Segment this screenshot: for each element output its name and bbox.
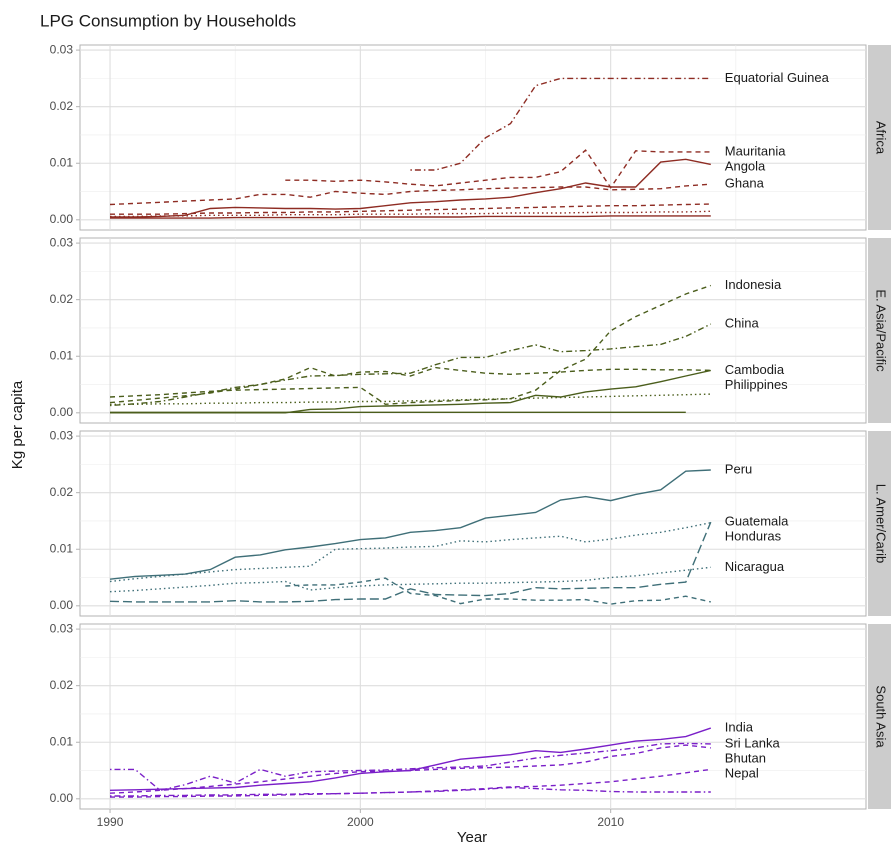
series-line xyxy=(110,158,711,218)
y-axis-label: Kg per capita xyxy=(9,380,26,469)
series-label: Ghana xyxy=(725,176,765,191)
facet-label: South Asia xyxy=(874,685,889,748)
y-tick-label: 0.00 xyxy=(50,791,74,805)
y-tick-label: 0.03 xyxy=(50,42,74,56)
series-line xyxy=(109,284,712,406)
series-label: Sri Lanka xyxy=(725,735,781,750)
series-label: Nepal xyxy=(725,765,759,780)
x-axis-label: Year xyxy=(457,829,487,846)
y-tick-label: 0.02 xyxy=(50,678,74,692)
series-line xyxy=(110,393,711,405)
series-label: Mauritania xyxy=(725,143,786,158)
facet-strip xyxy=(868,624,891,809)
facet-strip xyxy=(868,431,891,616)
series-label: Angola xyxy=(725,158,766,173)
y-tick-label: 0.01 xyxy=(50,734,74,748)
facet-strip xyxy=(868,45,891,230)
series-line xyxy=(110,215,711,219)
y-tick-label: 0.03 xyxy=(50,621,74,635)
series-label: Nicaragua xyxy=(725,559,785,574)
series-label: Honduras xyxy=(725,529,782,544)
series-label: China xyxy=(725,315,760,330)
series-label: Philippines xyxy=(725,377,788,392)
facet-label: L. Amer/Carib xyxy=(874,484,889,563)
x-tick-label: 2010 xyxy=(597,815,624,829)
x-tick-label: 2000 xyxy=(347,815,374,829)
series-line xyxy=(110,786,711,797)
series-line xyxy=(109,469,711,580)
facet-label: E. Asia/Pacific xyxy=(874,289,889,372)
series-line xyxy=(109,366,711,404)
series-line xyxy=(109,183,711,206)
series-label: Bhutan xyxy=(725,750,766,765)
series-line xyxy=(109,744,711,794)
series-line xyxy=(110,768,711,798)
series-label: Indonesia xyxy=(725,277,782,292)
y-tick-label: 0.02 xyxy=(50,485,74,499)
y-tick-label: 0.00 xyxy=(50,405,74,419)
facet-strip xyxy=(868,238,891,423)
series-line xyxy=(109,521,712,603)
facet-label: Africa xyxy=(874,121,889,155)
y-tick-label: 0.03 xyxy=(50,235,74,249)
series-line xyxy=(285,577,711,605)
series-line xyxy=(109,522,711,583)
series-label: Guatemala xyxy=(725,514,789,529)
chart-title: LPG Consumption by Households xyxy=(40,11,296,30)
y-tick-label: 0.01 xyxy=(50,348,74,362)
y-tick-label: 0.00 xyxy=(50,212,74,226)
series-line xyxy=(109,566,711,593)
series-line xyxy=(110,742,711,792)
series-label: Peru xyxy=(725,461,752,476)
series-label: Equatorial Guinea xyxy=(725,70,830,85)
y-tick-label: 0.02 xyxy=(50,99,74,113)
series-label: India xyxy=(725,720,754,735)
y-tick-label: 0.01 xyxy=(50,155,74,169)
y-tick-label: 0.02 xyxy=(50,292,74,306)
y-tick-label: 0.01 xyxy=(50,541,74,555)
x-tick-label: 1990 xyxy=(97,815,124,829)
y-tick-label: 0.03 xyxy=(50,428,74,442)
series-line xyxy=(110,203,711,215)
series-line xyxy=(110,210,711,218)
y-tick-label: 0.00 xyxy=(50,598,74,612)
panel-background xyxy=(79,623,867,810)
series-label: Cambodia xyxy=(725,362,785,377)
